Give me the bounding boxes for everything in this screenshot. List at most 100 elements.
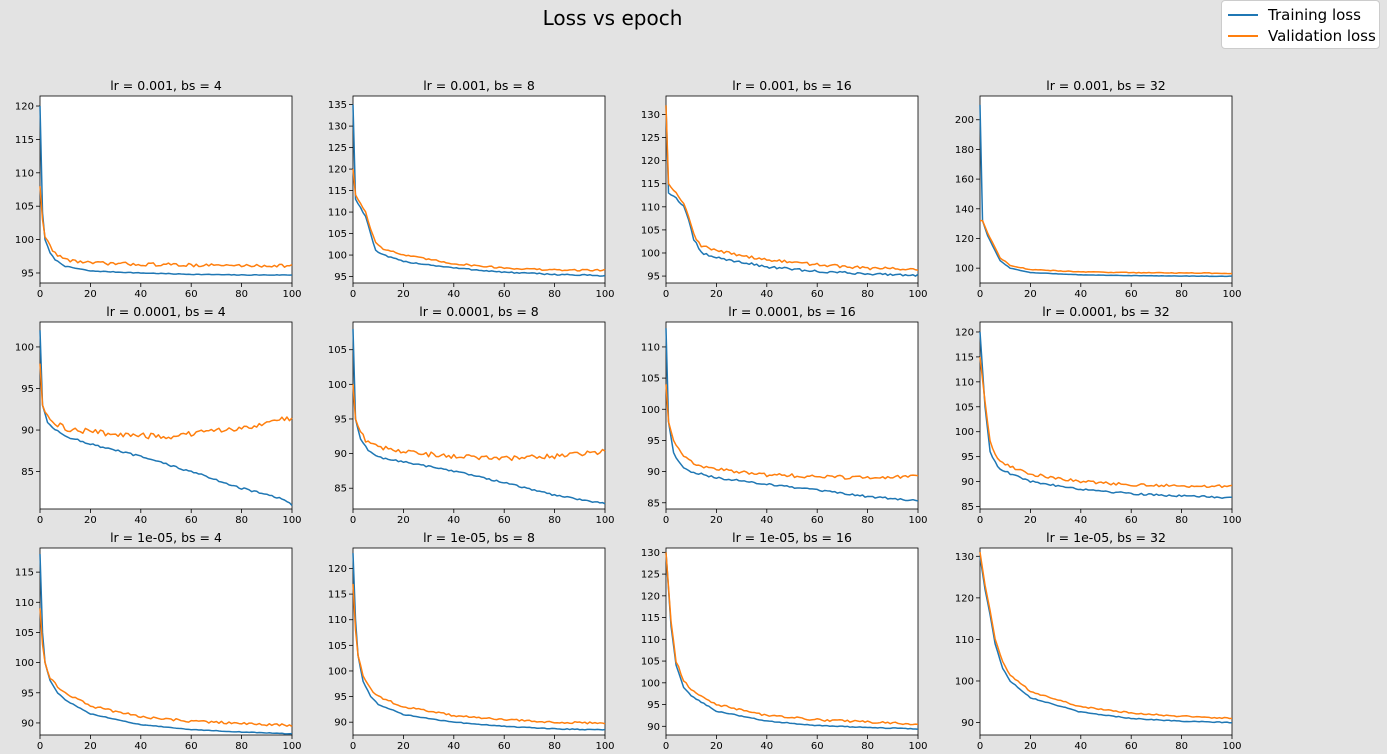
subplot-12: lr = 1e-05, bs = 32 0 20 40 60 80 100 90 100 110 1…: [955, 530, 1242, 752]
x-tick-label: 40: [1074, 515, 1087, 526]
plot-area: [665, 95, 919, 284]
x-tick-label: 100: [595, 515, 614, 526]
y-tick-label: 95: [334, 414, 347, 425]
y-tick-label: 120: [328, 564, 347, 575]
figure-title: Loss vs epoch: [542, 6, 683, 30]
validation-loss-line: [39, 608, 293, 728]
x-tick-label: 0: [977, 289, 983, 300]
legend-label-training: Training loss: [1268, 6, 1361, 24]
y-tick-label: 115: [15, 568, 34, 579]
y-tick-label: 90: [334, 449, 347, 460]
subplot-11: lr = 1e-05, bs = 16 0 20 40 60 80 100 90 95 100 10…: [641, 530, 928, 752]
y-tick-label: 85: [21, 467, 34, 478]
y-tick-label: 105: [15, 628, 34, 639]
x-tick-label: 100: [908, 289, 927, 300]
x-tick-label: 60: [1125, 741, 1138, 752]
y-tick-label: 110: [15, 168, 34, 179]
subplot-5: lr = 0.0001, bs = 4 0 20 40 60 80 100 85 90 95 100: [15, 304, 302, 526]
x-tick-label: 40: [134, 515, 147, 526]
x-tick-label: 80: [861, 289, 874, 300]
subplot-title: lr = 0.001, bs = 16: [732, 78, 852, 93]
training-loss-line: [665, 105, 919, 277]
y-tick-label: 140: [955, 204, 974, 215]
y-tick-label: 90: [21, 426, 34, 437]
subplot-title: lr = 0.001, bs = 32: [1046, 78, 1166, 93]
x-tick-label: 20: [710, 289, 723, 300]
legend-entry-validation: Validation loss: [1228, 26, 1376, 46]
y-tick-label: 85: [647, 498, 660, 509]
y-tick-label: 115: [641, 179, 660, 190]
validation-loss-line: [979, 552, 1233, 720]
y-tick-label: 85: [334, 484, 347, 495]
y-tick-label: 100: [641, 405, 660, 416]
x-tick-label: 80: [1175, 741, 1188, 752]
y-tick-label: 100: [955, 264, 974, 275]
y-tick-label: 105: [641, 374, 660, 385]
x-tick-label: 20: [1024, 515, 1037, 526]
validation-loss-line: [39, 363, 293, 440]
training-loss-line: [352, 104, 606, 277]
training-loss-line: [665, 328, 919, 502]
x-tick-label: 20: [84, 515, 97, 526]
validation-loss-line: [665, 552, 919, 726]
plot-area: [665, 547, 919, 736]
plot-area: [352, 95, 606, 284]
x-tick-label: 60: [1125, 289, 1138, 300]
training-loss-line: [39, 554, 293, 735]
y-tick-label: 125: [641, 133, 660, 144]
x-tick-label: 40: [134, 741, 147, 752]
legend-swatch-validation: [1228, 35, 1258, 37]
plot-area: [979, 321, 1233, 510]
y-tick-label: 105: [955, 402, 974, 413]
y-tick-label: 110: [328, 208, 347, 219]
y-tick-label: 100: [955, 676, 974, 687]
subplot-title: lr = 0.001, bs = 4: [110, 78, 222, 93]
x-tick-label: 0: [350, 741, 356, 752]
y-tick-label: 100: [328, 380, 347, 391]
validation-loss-line: [979, 356, 1233, 489]
subplot-title: lr = 1e-05, bs = 16: [732, 530, 852, 545]
y-tick-label: 135: [328, 100, 347, 111]
x-tick-label: 40: [447, 515, 460, 526]
x-tick-label: 100: [282, 289, 301, 300]
x-tick-label: 40: [760, 741, 773, 752]
x-tick-label: 60: [185, 741, 198, 752]
x-tick-label: 100: [1222, 741, 1241, 752]
x-tick-label: 20: [397, 741, 410, 752]
y-tick-label: 95: [961, 452, 974, 463]
x-tick-label: 60: [498, 515, 511, 526]
x-tick-label: 0: [350, 289, 356, 300]
plot-area: [979, 95, 1233, 284]
subplot-title: lr = 0.001, bs = 8: [423, 78, 535, 93]
plot-area: [39, 95, 293, 284]
y-tick-label: 90: [961, 477, 974, 488]
y-tick-label: 105: [328, 229, 347, 240]
legend: Training loss Validation loss: [1221, 0, 1380, 49]
subplot-10: lr = 1e-05, bs = 8 0 20 40 60 80 100 90 95 100 105…: [328, 530, 615, 752]
validation-loss-line: [665, 384, 919, 480]
x-tick-label: 20: [84, 741, 97, 752]
y-tick-label: 130: [328, 122, 347, 133]
subplot-title: lr = 0.0001, bs = 16: [728, 304, 856, 319]
x-tick-label: 100: [908, 515, 927, 526]
x-tick-label: 40: [760, 515, 773, 526]
y-tick-label: 105: [328, 641, 347, 652]
x-tick-label: 80: [235, 289, 248, 300]
x-tick-label: 80: [548, 289, 561, 300]
y-tick-label: 95: [21, 384, 34, 395]
validation-loss-line: [39, 186, 293, 268]
plot-area: [39, 547, 293, 736]
y-tick-label: 115: [641, 613, 660, 624]
subplot-title: lr = 0.0001, bs = 4: [106, 304, 226, 319]
y-tick-label: 120: [955, 234, 974, 245]
training-loss-line: [352, 553, 606, 731]
y-tick-label: 160: [955, 175, 974, 186]
y-tick-label: 95: [647, 700, 660, 711]
x-tick-label: 60: [185, 289, 198, 300]
x-tick-label: 0: [37, 515, 43, 526]
subplot-8: lr = 0.0001, bs = 32 0 20 40 60 80 100 85 90 95 10…: [955, 304, 1242, 526]
y-tick-label: 120: [328, 165, 347, 176]
y-tick-label: 100: [641, 248, 660, 259]
y-tick-label: 200: [955, 115, 974, 126]
y-tick-label: 90: [647, 722, 660, 733]
